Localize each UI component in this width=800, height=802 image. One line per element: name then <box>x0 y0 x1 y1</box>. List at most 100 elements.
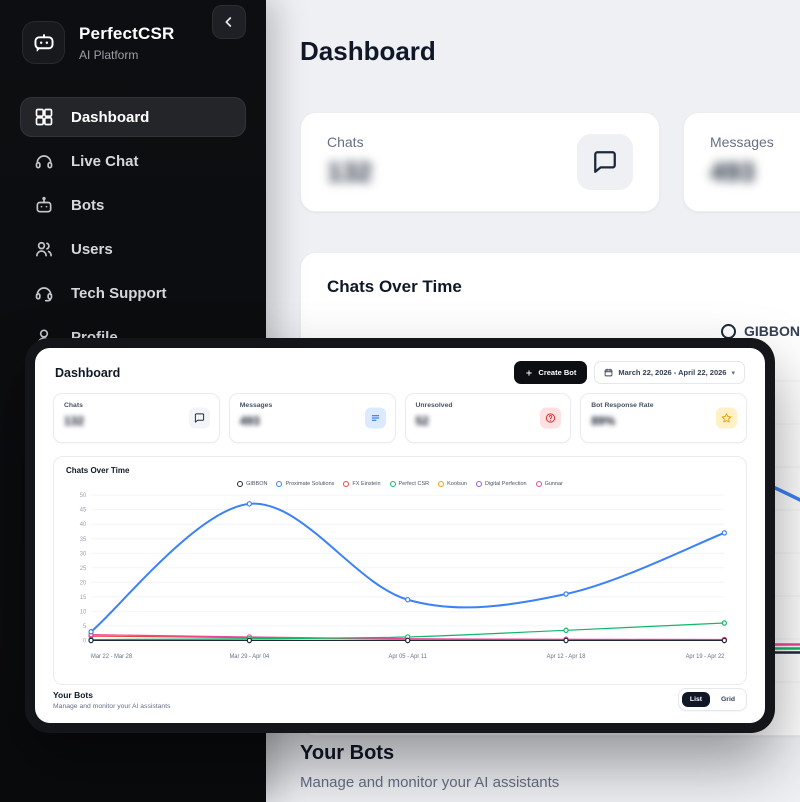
stat-icon-badge <box>716 407 737 429</box>
brand-name: PerfectCSR <box>79 23 175 43</box>
view-list-button[interactable]: List <box>681 692 711 707</box>
your-bots-section: Your Bots Manage and monitor your AI ass… <box>300 742 559 791</box>
sidebar-item-dashboard[interactable]: Dashboard <box>20 97 246 137</box>
overlay-inner: Dashboard Create Bot March 22, 2026 - Ap… <box>35 348 765 723</box>
legend-label: FX Einstein <box>352 481 381 487</box>
legend-dot <box>276 481 283 487</box>
star-icon <box>721 413 732 424</box>
legend-dot <box>343 481 350 487</box>
stat-label: Unresolved <box>415 402 453 409</box>
svg-text:35: 35 <box>80 537 87 543</box>
svg-text:25: 25 <box>80 566 87 572</box>
date-range-picker[interactable]: March 22, 2026 - April 22, 2026 ▾ <box>594 361 745 384</box>
stat-card-unresolved: Unresolved 52 <box>404 393 572 443</box>
overlay-stats-row: Chats 132 Messages 493 Unresolved 52 Bot Respo… <box>35 393 765 443</box>
legend-item-gibbon[interactable]: GIBBON <box>721 323 800 339</box>
svg-text:50: 50 <box>80 493 87 499</box>
overlay-line-chart: 0 5 10 15 20 25 30 35 40 45 50 Mar 22 - Mar 28 Mar 2… <box>80 493 727 660</box>
legend-item-perfect-csr[interactable]: Perfect CSR <box>389 481 429 487</box>
stat-icon-badge <box>364 407 386 429</box>
brand: PerfectCSR AI Platform <box>0 0 266 64</box>
users-icon <box>34 239 54 259</box>
legend-label: Gunnar <box>544 481 563 487</box>
legend-label: Proximate Solutions <box>285 481 335 487</box>
legend-item-digital-perfection[interactable]: Digital Perfection <box>475 481 527 487</box>
page-title: Dashboard <box>300 36 436 66</box>
overlay-your-bots: Your Bots Manage and monitor your AI ass… <box>53 690 171 710</box>
chevron-down-icon: ▾ <box>731 369 735 377</box>
sidebar-item-tech-support[interactable]: Tech Support <box>20 273 246 313</box>
plus-icon <box>525 369 533 377</box>
stat-value: 52 <box>415 414 429 428</box>
legend-item-gunnar[interactable]: Gunnar <box>535 481 563 487</box>
sidebar-item-bots[interactable]: Bots <box>20 185 246 225</box>
svg-text:Mar 22 - Mar 28: Mar 22 - Mar 28 <box>91 654 133 660</box>
svg-text:30: 30 <box>80 551 87 557</box>
date-range-value: March 22, 2026 - April 22, 2026 <box>618 368 727 377</box>
overlay-your-bots-title: Your Bots <box>53 689 93 700</box>
stat-label: Chats <box>327 134 364 150</box>
legend-item-gibbon[interactable]: GIBBON <box>237 481 267 487</box>
overlay-chart-title: Chats Over Time <box>66 466 130 475</box>
chat-icon <box>194 413 205 424</box>
create-bot-label: Create Bot <box>538 368 577 377</box>
headphones-icon <box>34 151 54 171</box>
svg-text:0: 0 <box>83 638 87 644</box>
svg-text:Apr 19 - Apr 22: Apr 19 - Apr 22 <box>686 654 725 660</box>
legend-label: Koolsun <box>447 481 467 487</box>
stat-label: Messages <box>239 402 273 409</box>
overlay-actions: Create Bot March 22, 2026 - April 22, 20… <box>514 361 745 384</box>
sidebar-collapse-button[interactable] <box>212 5 246 39</box>
your-bots-subtitle: Manage and monitor your AI assistants <box>300 774 560 791</box>
stat-card-messages: Messages 493 <box>683 112 800 212</box>
stat-icon-badge <box>577 134 633 190</box>
legend-item-proximate-solutions[interactable]: Proximate Solutions <box>276 481 334 487</box>
grid-icon <box>34 107 54 127</box>
legend-dot <box>389 481 396 487</box>
view-grid-button[interactable]: Grid <box>721 696 735 703</box>
svg-text:20: 20 <box>80 580 87 586</box>
your-bots-title: Your Bots <box>300 742 395 764</box>
chevron-left-icon <box>221 14 237 30</box>
legend-dot <box>438 481 445 487</box>
legend-dot <box>721 323 736 339</box>
overlay-footer: Your Bots Manage and monitor your AI ass… <box>35 688 765 723</box>
overlay-chart-legend: GIBBON Proximate Solutions FX Einstein Perf… <box>66 481 734 487</box>
stat-value: 132 <box>327 157 373 187</box>
legend-item-koolsun[interactable]: Koolsun <box>438 481 467 487</box>
create-bot-button[interactable]: Create Bot <box>514 361 588 384</box>
robot-chat-logo-icon <box>31 30 57 56</box>
dashboard-preview-overlay: Dashboard Create Bot March 22, 2026 - Ap… <box>25 338 775 733</box>
overlay-page-title: Dashboard <box>55 365 121 380</box>
sidebar-item-live-chat[interactable]: Live Chat <box>20 141 246 181</box>
overlay-chart-card: Chats Over Time GIBBON Proximate Solution… <box>53 456 747 685</box>
brand-text: PerfectCSR AI Platform <box>79 24 175 62</box>
stats-row: Chats 132 Messages 493 <box>300 112 800 212</box>
stat-label: Messages <box>710 134 774 150</box>
stat-label: Chats <box>64 402 83 409</box>
legend-dot <box>535 481 542 487</box>
overlay-header: Dashboard Create Bot March 22, 2026 - Ap… <box>35 348 765 393</box>
robot-icon <box>34 195 54 215</box>
legend-label: GIBBON <box>744 323 800 339</box>
calendar-icon <box>604 368 613 377</box>
svg-text:Apr 05 - Apr 11: Apr 05 - Apr 11 <box>389 654 428 660</box>
stat-icon-badge <box>540 407 562 429</box>
stat-value: 493 <box>239 414 260 428</box>
svg-text:40: 40 <box>80 522 87 528</box>
overlay-your-bots-subtitle: Manage and monitor your AI assistants <box>53 702 171 710</box>
legend-item-fx-einstein[interactable]: FX Einstein <box>343 481 381 487</box>
legend-label: GIBBON <box>246 481 268 487</box>
stat-card-messages: Messages 493 <box>228 393 396 443</box>
legend-dot <box>475 481 482 487</box>
svg-text:15: 15 <box>80 595 87 601</box>
sidebar-item-label: Live Chat <box>71 152 139 170</box>
sidebar-item-users[interactable]: Users <box>20 229 246 269</box>
chart-title: Chats Over Time <box>327 277 462 296</box>
chat-icon <box>592 149 618 175</box>
sidebar-item-label: Tech Support <box>71 284 167 302</box>
brand-tagline: AI Platform <box>79 47 139 62</box>
svg-text:Mar 29 - Apr 04: Mar 29 - Apr 04 <box>229 654 269 660</box>
view-toggle: List Grid <box>677 688 747 711</box>
headset-icon <box>34 283 54 303</box>
